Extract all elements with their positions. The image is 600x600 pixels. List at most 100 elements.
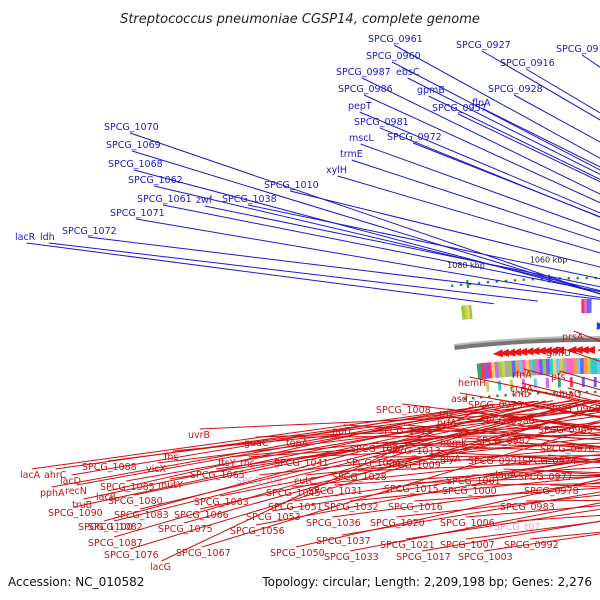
outer-dot-track [477, 281, 481, 285]
reverse-gene-label: dapA [492, 470, 517, 481]
forward-label-leader [88, 236, 600, 300]
reverse-gene-label: SPCG_1063 [194, 497, 249, 508]
reverse-label-leader [468, 483, 600, 486]
forward-label-leader [379, 127, 600, 218]
reverse-gene-label: SPCG_1088 [82, 462, 137, 473]
reverse-gene-label: pphA [40, 488, 65, 499]
reverse-label-leader [201, 425, 600, 548]
reverse-feature-block [589, 357, 594, 375]
inner-dot-track [496, 394, 499, 398]
forward-label-leader [481, 50, 600, 121]
reverse-feature-block [534, 359, 540, 376]
outer-dot-track [522, 278, 526, 282]
reverse-label-leader [31, 402, 506, 470]
reverse-label-leader [113, 399, 587, 538]
reverse-feature-block [572, 358, 577, 375]
forward-gene-label: SPCG_0981 [354, 117, 409, 128]
reverse-gene-label: lmb [512, 389, 530, 400]
reverse-gene-label: SPCG_1050 [270, 548, 325, 559]
reverse-feature-block [576, 358, 581, 375]
reverse-label-leader [76, 400, 539, 486]
reverse-gene-label: SPCG_1037 [316, 536, 371, 547]
reverse-gene-label: SPCG_1031 [308, 486, 363, 497]
reverse-label-leader [422, 520, 600, 552]
reverse-gene-label: SPCG_1024 [346, 458, 401, 469]
outer-dot-track [567, 276, 571, 280]
forward-gene-label: SPCG_0915 [556, 44, 600, 55]
reverse-gene-label: SPCG_1001 [446, 476, 501, 487]
reverse-gene-arrow [523, 347, 534, 356]
forward-label-leader [363, 94, 600, 204]
reverse-label-leader [297, 435, 600, 438]
map-title: Streptococcus pneumoniae CGSP14, complet… [120, 12, 480, 27]
reverse-gene-label: SPCG_0992 [504, 540, 559, 551]
inner-dot-track [504, 393, 507, 397]
forward-gene-label: SPCG_0972 [387, 132, 442, 143]
reverse-label-leader [256, 460, 600, 526]
reverse-gene-label: hemK [440, 438, 468, 449]
reverse-label-leader [129, 406, 600, 550]
reverse-gene-label: SPCG_1066 [174, 510, 229, 521]
reverse-feature-block [497, 380, 502, 391]
backbone-arc [454, 338, 600, 350]
reverse-feature-block [476, 363, 483, 380]
reverse-label-leader [410, 475, 600, 484]
forward-gene-label: zwf [196, 195, 213, 206]
outer-dot-track [459, 283, 463, 287]
forward-gene-label: gpmB [417, 85, 445, 96]
reverse-gene-label: topA [286, 438, 309, 449]
reverse-gene-label: SPCG_1056 [230, 526, 285, 537]
forward-gene-label: xylH [326, 165, 347, 176]
forward-label-leader [351, 159, 600, 242]
forward-label-leader [48, 242, 538, 302]
reverse-feature-block [579, 357, 584, 375]
reverse-label-leader [294, 458, 600, 502]
forward-feature-block [581, 298, 585, 314]
reverse-gene-label: SPCG_1053 [246, 512, 301, 523]
forward-gene-label: SPCG_0961 [368, 34, 423, 45]
reverse-gene-label: rfnA [512, 370, 532, 381]
inner-dot-track [593, 390, 597, 394]
reverse-gene-label: SPCG_1065 [190, 470, 245, 481]
forward-gene-label: SPCG_0928 [488, 84, 543, 95]
forward-label-leader [361, 77, 600, 195]
inner-dot-track [471, 396, 475, 400]
forward-label-leader [204, 205, 600, 288]
reverse-label-leader [295, 478, 600, 548]
reverse-gene-arrow [585, 346, 595, 354]
forward-gene-label: SPCG_0927 [456, 40, 511, 51]
outer-dot-track [513, 279, 517, 282]
reverse-gene-label: SPCG_1087 [88, 538, 143, 549]
reverse-label-leader [406, 508, 600, 540]
reverse-gene-label: SPCG_0979 [468, 400, 523, 411]
forward-label-leader [360, 143, 600, 231]
reverse-gene-label: SPCG_1017 [396, 552, 451, 563]
reverse-label-leader [334, 466, 600, 486]
forward-feature-block [586, 298, 590, 314]
reverse-gene-label: asd [451, 394, 468, 405]
reverse-label-leader [292, 453, 600, 488]
accession-text: Accession: NC_010582 [8, 575, 144, 589]
reverse-feature-block [569, 358, 574, 375]
reverse-label-leader [396, 494, 600, 518]
reverse-feature-block [524, 359, 530, 376]
forward-gene-label: SPCG_0960 [366, 51, 421, 62]
forward-gene-label: SPCG_0987 [336, 67, 391, 78]
reverse-label-leader [447, 408, 600, 431]
reverse-gene-arrow [535, 346, 546, 355]
topology-text: Topology: circular; Length: 2,209,198 bp… [261, 575, 592, 589]
forward-gene-label: SPCG_1038 [222, 194, 277, 205]
reverse-gene-label: SPCG_1008 [376, 405, 431, 416]
reverse-gene-arrow [505, 348, 516, 357]
reverse-label-leader [71, 403, 495, 476]
reverse-gene-arrow [511, 348, 522, 357]
reverse-label-leader [503, 468, 600, 474]
forward-gene-label: mscL [349, 133, 374, 144]
forward-label-leader [483, 108, 600, 168]
reverse-gene-label: SPCG_1033 [324, 552, 379, 563]
reverse-gene-label: SPCG_1027 [350, 444, 405, 455]
forward-gene-label: SPCG_1071 [110, 208, 165, 219]
outer-dot-track [585, 276, 588, 280]
reverse-gene-label: ccdA [510, 384, 533, 395]
